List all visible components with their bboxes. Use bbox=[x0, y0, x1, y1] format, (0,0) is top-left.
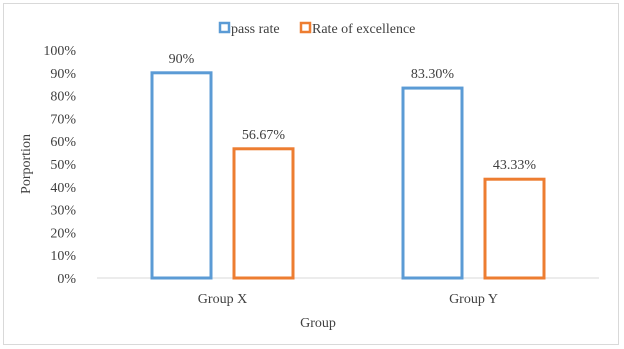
y-axis-title: Porportion bbox=[19, 134, 34, 194]
legend-label-rate-of-excellence: Rate of excellence bbox=[312, 22, 415, 37]
y-tick-label: 60% bbox=[50, 135, 76, 150]
category-label: Group Y bbox=[449, 292, 498, 307]
legend-swatch-rate-of-excellence bbox=[299, 21, 312, 34]
y-tick-label: 10% bbox=[50, 249, 76, 264]
y-tick-label: 80% bbox=[50, 90, 76, 105]
y-tick-label: 70% bbox=[50, 112, 76, 127]
bars bbox=[150, 71, 546, 280]
data-label: 43.33% bbox=[493, 158, 537, 173]
bar-rate-of-excellence-group-y bbox=[483, 177, 546, 280]
y-axis-ticks: 0% 10% 20% 30% 40% 50% 60% 70% 80% 90% 100% bbox=[43, 44, 76, 287]
y-tick-label: 30% bbox=[50, 204, 76, 219]
x-axis-title: Group bbox=[300, 316, 336, 331]
data-label: 90% bbox=[169, 52, 195, 67]
bar-pass-rate-group-y bbox=[401, 86, 464, 280]
data-labels: 90% 56.67% 83.30% 43.33% bbox=[169, 52, 537, 173]
data-label: 83.30% bbox=[411, 67, 455, 82]
y-tick-label: 20% bbox=[50, 226, 76, 241]
y-tick-label: 40% bbox=[50, 181, 76, 196]
category-label: Group X bbox=[198, 292, 247, 307]
data-label: 56.67% bbox=[242, 128, 286, 143]
y-tick-label: 50% bbox=[50, 158, 76, 173]
y-tick-label: 100% bbox=[43, 44, 76, 59]
y-tick-label: 90% bbox=[50, 67, 76, 82]
legend: pass rate Rate of excellence bbox=[218, 21, 415, 37]
bar-pass-rate-group-x bbox=[150, 71, 213, 280]
category-labels: Group X Group Y bbox=[198, 292, 498, 307]
chart-frame bbox=[3, 3, 619, 345]
legend-swatch-pass-rate bbox=[218, 21, 231, 34]
y-tick-label: 0% bbox=[57, 272, 76, 287]
bar-rate-of-excellence-group-x bbox=[232, 147, 295, 280]
legend-label-pass-rate: pass rate bbox=[231, 22, 280, 37]
